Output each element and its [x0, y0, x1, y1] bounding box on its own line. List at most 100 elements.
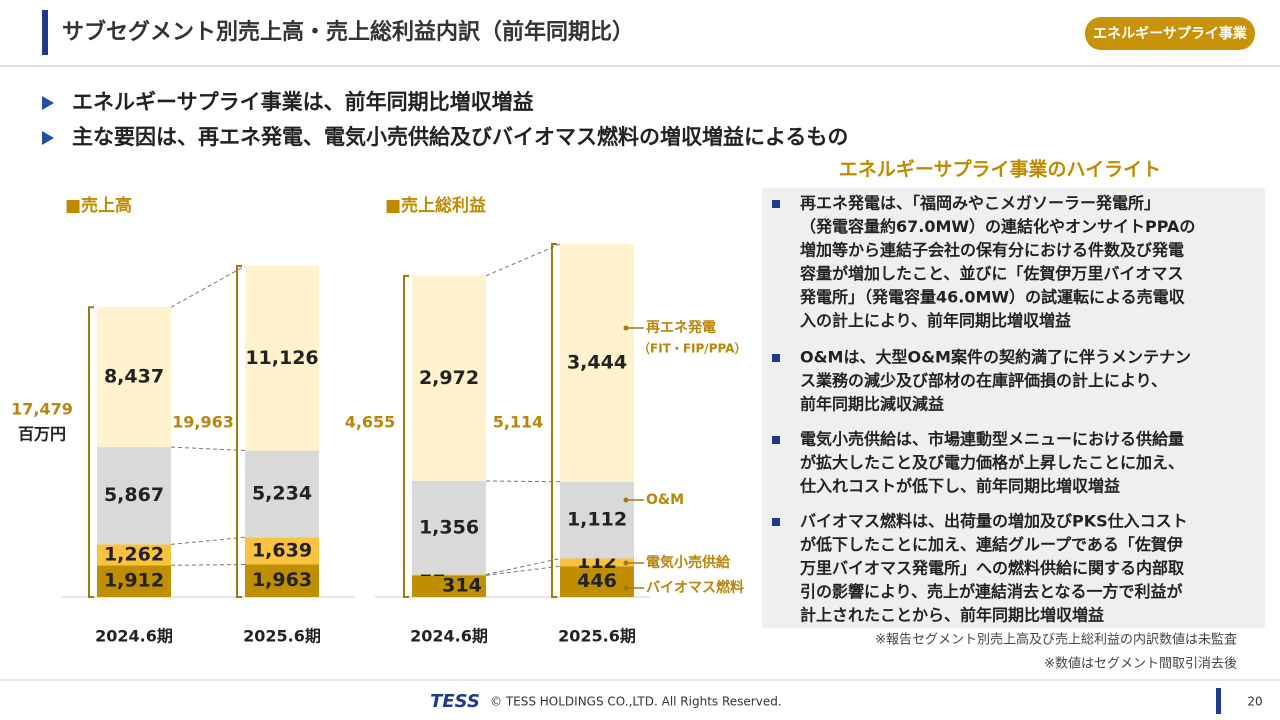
bar-segment [245, 266, 319, 451]
highlight-text: 仕入れコストが低下し、前年同期比増収増益 [799, 477, 1120, 496]
total-bracket [403, 274, 409, 598]
total-label: 5,114 [493, 413, 544, 432]
bar-segment [412, 480, 486, 575]
copyright: © TESS HOLDINGS CO.,LTD. All Rights Rese… [490, 695, 782, 709]
highlight-box [762, 188, 1265, 628]
legend-dot [623, 325, 629, 331]
value-label: 5,234 [252, 482, 312, 504]
value-label: 5,867 [104, 484, 164, 506]
total-bracket [551, 243, 557, 598]
value-label: 446 [577, 570, 617, 592]
page-number: 20 [1247, 695, 1262, 709]
value-label: 1,112 [567, 509, 627, 531]
x-tick-label: 2024.6期 [95, 627, 173, 646]
connector [485, 557, 561, 576]
highlight-bullet [772, 200, 780, 208]
bar-segment [97, 565, 171, 597]
highlight-text: ス業務の減少及び部材の在庫評価損の計上により、 [800, 371, 1167, 390]
bar-segment [412, 275, 486, 481]
highlight-bullet [772, 354, 780, 362]
bar-segment [560, 558, 634, 567]
bar-segment [412, 575, 486, 597]
legend-label: 電気小売供給 [646, 554, 731, 571]
badge [1085, 17, 1255, 50]
bullet-arrow [42, 131, 54, 145]
bullet: エネルギーサプライ事業は、前年同期比増収増益 [72, 90, 534, 114]
value-label: 2,972 [419, 367, 479, 389]
bar-segment [412, 574, 486, 576]
highlight-bullet [772, 436, 780, 444]
value-label: 1,963 [252, 569, 312, 591]
highlight-text: 計上されたことから、前年同期比増収増益 [800, 606, 1104, 625]
bar-segment [97, 447, 171, 545]
highlight-text: 前年同期比減収減益 [800, 395, 944, 414]
highlight-text: （発電容量約67.0MW）の連結化やオンサイトPPAの [800, 217, 1195, 236]
note: ※数値はセグメント間取引消去後 [1044, 656, 1237, 672]
highlight-text: 再エネ発電は、「福岡みやこメガソーラー発電所」 [800, 194, 1160, 213]
highlight-text: が低下したことに加え、連結グループである「佐賀伊 [800, 535, 1183, 554]
legend-dot [623, 585, 629, 591]
legend-dot [623, 497, 629, 503]
bar-segment [97, 544, 171, 566]
connector [170, 446, 246, 451]
value-label: 8,437 [104, 366, 164, 388]
logo: TESS [430, 691, 480, 712]
bar-segment [245, 450, 319, 538]
highlight-text: 引の影響により、売上が連結消去となる一方で利益が [800, 582, 1183, 601]
total-bracket [88, 306, 94, 598]
value-label: 1,356 [419, 516, 479, 538]
highlight-text: 発電所」（発電容量46.0MW）の試運転による売電収 [799, 288, 1186, 307]
bar-segment [560, 481, 634, 559]
total-bracket [236, 265, 242, 598]
highlight-text: 電気小売供給は、市場連動型メニューにおける供給量 [800, 430, 1184, 449]
total-label: 4,655 [345, 413, 396, 432]
highlight-title: エネルギーサプライ事業のハイライト [839, 158, 1161, 181]
page-title: サブセグメント別売上高・売上総利益内訳（前年同期比） [62, 19, 634, 45]
note: ※報告セグメント別売上高及び売上総利益の内訳数値は未監査 [875, 632, 1237, 648]
highlight-bullet [772, 518, 780, 526]
connector [170, 563, 246, 566]
legend-dot [623, 560, 629, 566]
total-label: 17,479 [11, 400, 73, 419]
bullet-arrow [42, 96, 54, 110]
value-label: 11,126 [245, 347, 318, 369]
bar-segment [245, 537, 319, 565]
x-tick-label: 2025.6期 [558, 627, 636, 646]
x-tick-label: 2024.6期 [410, 627, 488, 646]
total-label: 19,963 [172, 413, 234, 432]
highlight-text: 入の計上により、前年同期比増収増益 [800, 311, 1071, 330]
connector [170, 265, 246, 308]
legend-note: （FIT・FIP/PPA） [638, 341, 746, 356]
highlight-text: 容量が増加したこと、並びに「佐賀伊万里バイオマス [799, 264, 1183, 283]
legend-label: バイオマス燃料 [646, 579, 744, 596]
unit-label: 百万円 [18, 425, 66, 444]
title-accent [42, 10, 48, 55]
highlight-text: O&Mは、大型O&M案件の契約満了に伴うメンテナン [800, 348, 1191, 367]
connector [485, 243, 561, 277]
legend-label: O&M [646, 492, 684, 508]
legend-label: 再エネ発電 [646, 319, 716, 336]
chart-title: ■売上高 [65, 195, 132, 216]
highlight-text: 万里バイオマス発電所」への燃料供給に関する内部取 [799, 559, 1184, 578]
badge-label: エネルギーサプライ事業 [1093, 25, 1248, 42]
highlight-text: が拡大したこと及び電力価格が上昇したことに加え、 [800, 453, 1184, 472]
value-label: 1,262 [104, 543, 164, 565]
value-label: 1,639 [252, 539, 312, 561]
connector [485, 480, 561, 483]
highlight-text: 増加等から連結子会社の保有分における件数及び発電 [800, 241, 1184, 260]
bullet: 主な要因は、再エネ発電、電気小売供給及びバイオマス燃料の増収増益によるもの [72, 125, 848, 149]
chart-title: ■売上総利益 [385, 195, 486, 216]
value-label: 3,444 [567, 351, 627, 373]
x-tick-label: 2025.6期 [243, 627, 321, 646]
bar-segment [245, 564, 319, 597]
footer-accent [1216, 688, 1221, 714]
connector [170, 536, 246, 545]
bar-segment [560, 244, 634, 482]
value-label: 1,912 [104, 570, 164, 592]
highlight-text: バイオマス燃料は、出荷量の増加及びPKS仕入コスト [800, 512, 1188, 531]
bar-segment [560, 566, 634, 597]
connector [485, 565, 561, 576]
bar-segment [97, 307, 171, 448]
